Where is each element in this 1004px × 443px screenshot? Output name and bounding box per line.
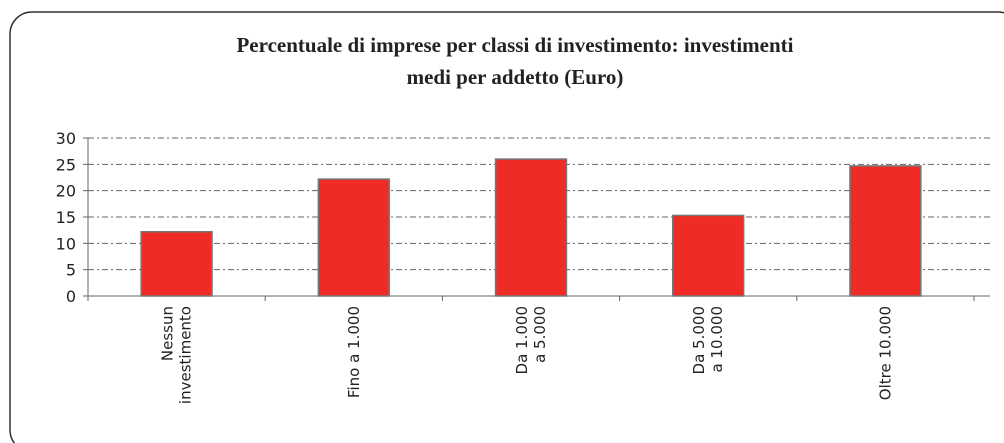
frame — [9, 11, 1004, 443]
bar — [849, 165, 922, 297]
y-tick-label: 15 — [56, 208, 76, 227]
y-tick-label: 10 — [56, 234, 76, 253]
x-tick-label: Fino a 1.000 — [345, 306, 363, 398]
bar — [140, 230, 213, 297]
x-tick-label: Oltre 10.000 — [876, 306, 894, 400]
x-tick-label: Nessuninvestimento — [159, 306, 195, 404]
bar — [317, 178, 390, 297]
x-tick-label: Da 1.000a 5.000 — [513, 306, 549, 374]
chart-title: Percentuale di imprese per classi di inv… — [236, 33, 793, 89]
bar — [672, 214, 745, 297]
bar — [494, 158, 568, 297]
y-tick-label: 0 — [66, 287, 76, 306]
y-tick-label: 5 — [66, 261, 76, 280]
y-tick-label: 30 — [56, 129, 76, 148]
y-tick-label: 20 — [56, 182, 76, 201]
y-tick-label: 25 — [56, 155, 76, 174]
x-tick-label: Da 5.000a 10.000 — [690, 306, 726, 374]
